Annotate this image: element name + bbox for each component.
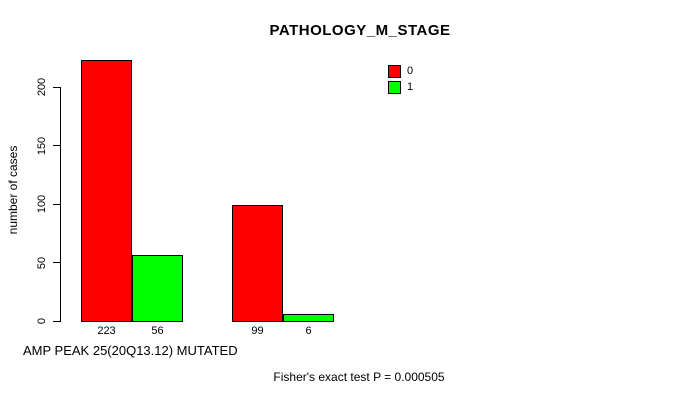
bar-group0-series-1 — [132, 255, 183, 322]
bar-value-label: 56 — [151, 325, 164, 337]
legend-swatch-icon — [388, 80, 401, 94]
bar-group0-series-0 — [81, 60, 132, 322]
bar-value-label: 99 — [251, 325, 264, 337]
legend-label: 0 — [407, 65, 414, 77]
y-axis-label: number of cases — [6, 145, 20, 235]
legend-item-1: 1 — [388, 80, 413, 94]
y-tick-mark — [53, 203, 60, 205]
bar-value-label: 6 — [305, 325, 312, 337]
legend-swatch-icon — [388, 64, 401, 78]
chart-title: PATHOLOGY_M_STAGE — [269, 22, 451, 39]
y-tick-mark — [53, 86, 60, 88]
bar-group1-series-1 — [283, 313, 334, 322]
legend-label: 1 — [407, 81, 414, 93]
y-tick-label: 200 — [36, 77, 48, 97]
y-tick-mark — [53, 320, 60, 322]
y-axis — [60, 87, 61, 322]
y-tick-label: 100 — [36, 194, 48, 214]
x-axis-label: AMP PEAK 25(20Q13.12) MUTATED — [23, 343, 238, 358]
y-tick-label: 0 — [36, 317, 48, 325]
bar-group1-series-0 — [232, 205, 283, 322]
bar-value-label: 223 — [97, 325, 116, 337]
footnote-pvalue: Fisher's exact test P = 0.000505 — [273, 370, 445, 384]
y-tick-label: 150 — [36, 136, 48, 155]
y-tick-label: 50 — [36, 256, 48, 269]
y-tick-mark — [53, 145, 60, 146]
legend-item-0: 0 — [388, 64, 413, 78]
y-tick-mark — [53, 262, 60, 263]
